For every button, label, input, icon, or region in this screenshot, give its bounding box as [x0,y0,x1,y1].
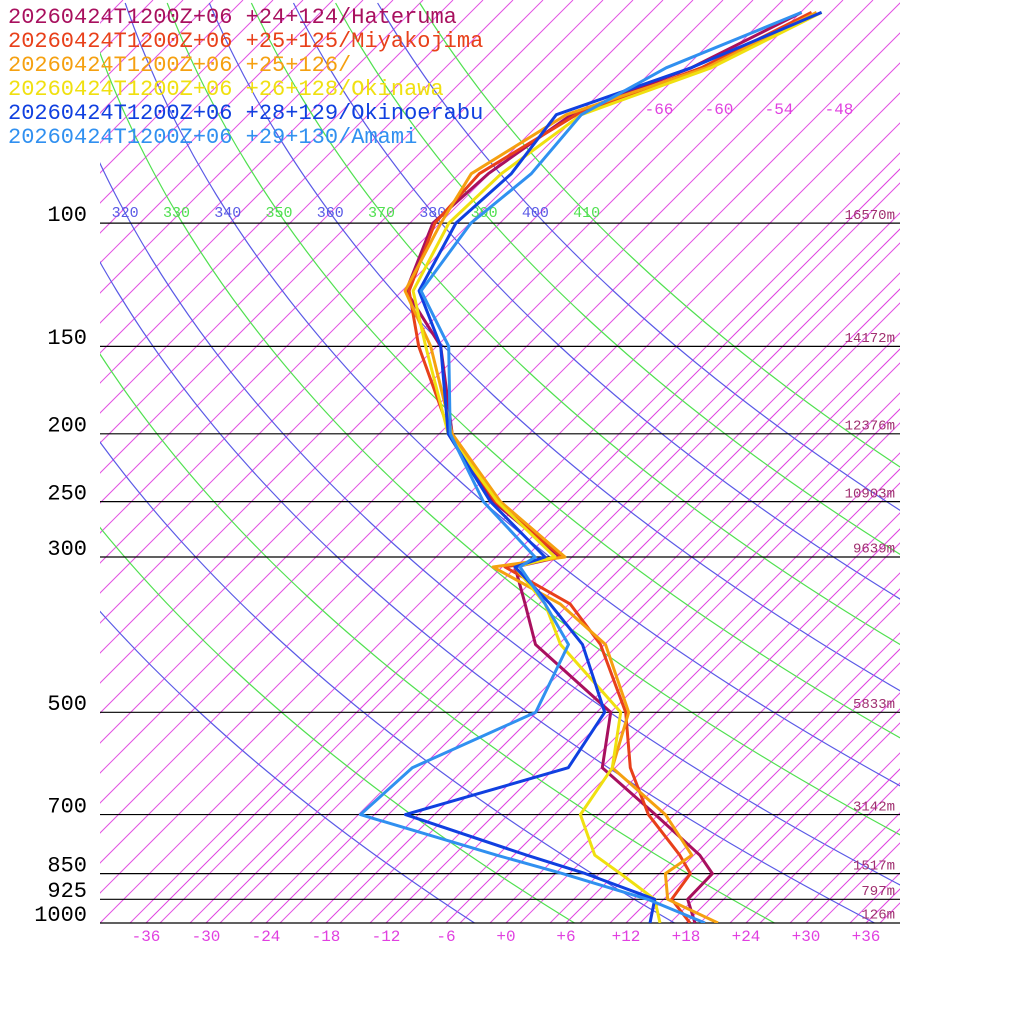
isotherm-pattern [940,0,1024,923]
isotherm-label: -54 [765,101,794,119]
pressure-label: 150 [47,326,87,351]
x-tick-label: -12 [372,928,401,946]
theta-label: 350 [265,205,292,222]
x-tick-label: +18 [672,928,701,946]
x-tick-label: +36 [852,928,881,946]
x-tick-label: -18 [312,928,341,946]
x-tick-label: +0 [496,928,515,946]
height-label: 9639m [853,542,895,558]
height-label: 12376m [845,418,895,434]
x-tick-label: -24 [252,928,281,946]
theta-label: 320 [112,205,139,222]
x-tick-label: +24 [732,928,761,946]
height-label: 14172m [845,331,895,347]
height-label: 1517m [853,858,895,874]
legend: 20260424T1200Z+06 +24+124/Hateruma202604… [8,5,483,150]
pressure-label: 200 [47,414,87,439]
theta-label: 370 [368,205,395,222]
isotherm-label: -48 [825,101,854,119]
isotherm-pattern [1000,0,1024,923]
isotherm-pattern [910,0,1024,923]
x-tick-label: +12 [612,928,641,946]
theta-label: 340 [214,205,241,222]
pressure-label: 925 [47,879,87,904]
theta-label: 330 [163,205,190,222]
isotherm-pattern [490,0,1024,923]
pressure-label: 500 [47,692,87,717]
x-tick-label: -30 [192,928,221,946]
height-label: 5833m [853,697,895,713]
height-label: 10903m [845,486,895,502]
pressure-label: 700 [47,794,87,819]
theta-label: 410 [573,205,600,222]
isotherm-label: -66 [645,101,674,119]
pressure-label: 250 [47,481,87,506]
theta-label: 360 [317,205,344,222]
isotherm-label: -60 [705,101,734,119]
pressure-label: 1000 [34,903,87,928]
x-tick-label: -36 [132,928,161,946]
height-label: 16570m [845,208,895,224]
profile-line [413,12,821,923]
legend-entry: 20260424T1200Z+06 +24+124/Hateruma [8,5,457,30]
pressure-label: 850 [47,853,87,878]
height-label: 3142m [853,799,895,815]
isotherm-pattern [610,0,1024,923]
pressure-label: 100 [47,203,87,228]
legend-entry: 20260424T1200Z+06 +26+128/Okinawa [8,77,444,102]
isotherm-pattern [730,0,1024,923]
isotherm [866,0,1024,923]
pressure-label: 300 [47,537,87,562]
legend-entry: 20260424T1200Z+06 +29+130/Amami [8,125,417,150]
height-label: 126m [861,908,895,924]
isotherm-pattern [970,0,1024,923]
height-label: 797m [861,884,895,900]
legend-entry: 20260424T1200Z+06 +25+126/ [8,53,351,78]
theta-label: 400 [522,205,549,222]
legend-entry: 20260424T1200Z+06 +25+125/Miyakojima [8,29,483,54]
x-tick-label: +30 [792,928,821,946]
isotherm-pattern [820,0,1024,923]
profiles [360,12,821,923]
isotherm-pattern [880,0,1024,923]
isotherm-pattern [850,0,1024,923]
x-tick-label: +6 [556,928,575,946]
isotherm-pattern [0,0,3,923]
x-tick-label: -6 [436,928,455,946]
legend-entry: 20260424T1200Z+06 +28+129/Okinoerabu [8,101,483,126]
